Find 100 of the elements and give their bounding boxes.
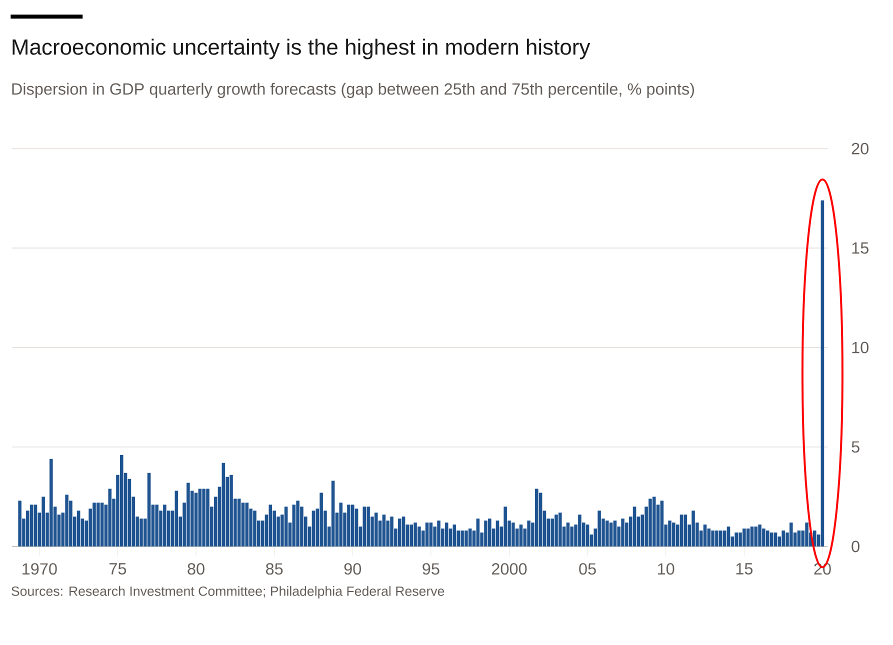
bar <box>18 500 22 546</box>
bar <box>253 510 256 546</box>
bar <box>535 488 538 546</box>
bar <box>147 472 151 546</box>
bar <box>241 502 245 546</box>
bar <box>418 526 421 546</box>
bar <box>76 510 80 546</box>
bar <box>692 510 695 546</box>
bar <box>140 518 143 546</box>
bar <box>452 524 456 546</box>
bar <box>230 474 233 546</box>
bar <box>750 526 754 546</box>
y-tick-label: 5 <box>852 441 860 453</box>
bar <box>108 488 112 546</box>
x-tick-label: 85 <box>266 563 283 575</box>
bar <box>711 530 714 546</box>
bar <box>758 524 762 546</box>
bar <box>715 530 718 546</box>
bar <box>464 530 468 546</box>
bar <box>598 510 601 546</box>
x-tick-label: 80 <box>188 563 204 575</box>
bar <box>382 514 386 546</box>
bar <box>668 520 672 546</box>
bar <box>684 514 688 546</box>
bar <box>437 520 440 546</box>
x-tick-label: 2000 <box>492 563 527 575</box>
chart-subtitle: Dispersion in GDP quarterly growth forecasts (gap between 25th and 75th percentile, % points) <box>12 82 694 98</box>
bar <box>390 516 394 546</box>
bar <box>504 506 507 546</box>
bar <box>155 504 159 546</box>
bar <box>726 526 730 546</box>
bar <box>100 502 104 546</box>
bar <box>738 532 742 546</box>
bar <box>42 496 45 546</box>
x-tick-label: 15 <box>736 563 753 574</box>
bar <box>648 498 652 546</box>
x-tick-label: 10 <box>658 563 674 575</box>
bar <box>198 488 202 546</box>
bar <box>742 528 746 546</box>
bar <box>245 502 249 546</box>
bar <box>398 518 402 546</box>
x-tick-label: 1970 <box>22 563 57 575</box>
bar <box>605 520 609 546</box>
bar <box>92 502 96 546</box>
bar <box>50 458 53 546</box>
bar <box>538 492 542 546</box>
y-tick-label: 0 <box>852 540 860 552</box>
bar <box>652 496 656 546</box>
bar <box>339 502 343 546</box>
bar <box>762 528 766 546</box>
bar <box>34 504 38 546</box>
bar <box>512 522 515 546</box>
bar <box>660 500 664 546</box>
bar <box>609 522 613 546</box>
chart-title: Macroeconomic uncertainty is the highest in modern history <box>12 38 590 60</box>
bar <box>488 518 492 546</box>
bar <box>613 520 617 546</box>
bar <box>527 520 530 546</box>
bar <box>550 518 554 546</box>
bar <box>820 200 824 546</box>
bar <box>484 520 488 546</box>
bar <box>425 522 429 546</box>
bar <box>186 482 190 546</box>
bar <box>366 506 370 546</box>
bar <box>350 504 354 546</box>
x-tick-label: 95 <box>422 563 440 575</box>
bar <box>554 514 558 546</box>
y-tick-label: 10 <box>852 342 868 354</box>
bar <box>805 522 808 546</box>
bar <box>410 524 414 546</box>
bar <box>163 504 166 546</box>
bar <box>174 490 178 546</box>
bar <box>558 512 562 546</box>
bar <box>632 506 636 546</box>
bar <box>284 506 288 546</box>
bar <box>331 480 335 546</box>
bar <box>782 530 785 546</box>
y-tick-label: 20 <box>852 142 868 154</box>
bar <box>354 508 358 546</box>
bar <box>374 512 378 546</box>
bar <box>292 504 296 546</box>
bar <box>312 510 316 546</box>
bar <box>719 530 722 546</box>
bar <box>680 514 684 546</box>
bar <box>320 492 323 546</box>
bar <box>754 526 758 546</box>
bar <box>362 506 366 546</box>
bar <box>774 532 778 546</box>
bar <box>296 500 300 546</box>
bar <box>734 532 738 546</box>
bar <box>202 488 206 546</box>
bar <box>468 528 472 546</box>
bar <box>578 514 582 546</box>
bar <box>707 528 711 546</box>
bar <box>812 530 816 546</box>
bar <box>566 522 570 546</box>
bar <box>194 492 198 546</box>
bar <box>476 518 480 546</box>
bar <box>65 494 68 546</box>
bar <box>789 522 793 546</box>
